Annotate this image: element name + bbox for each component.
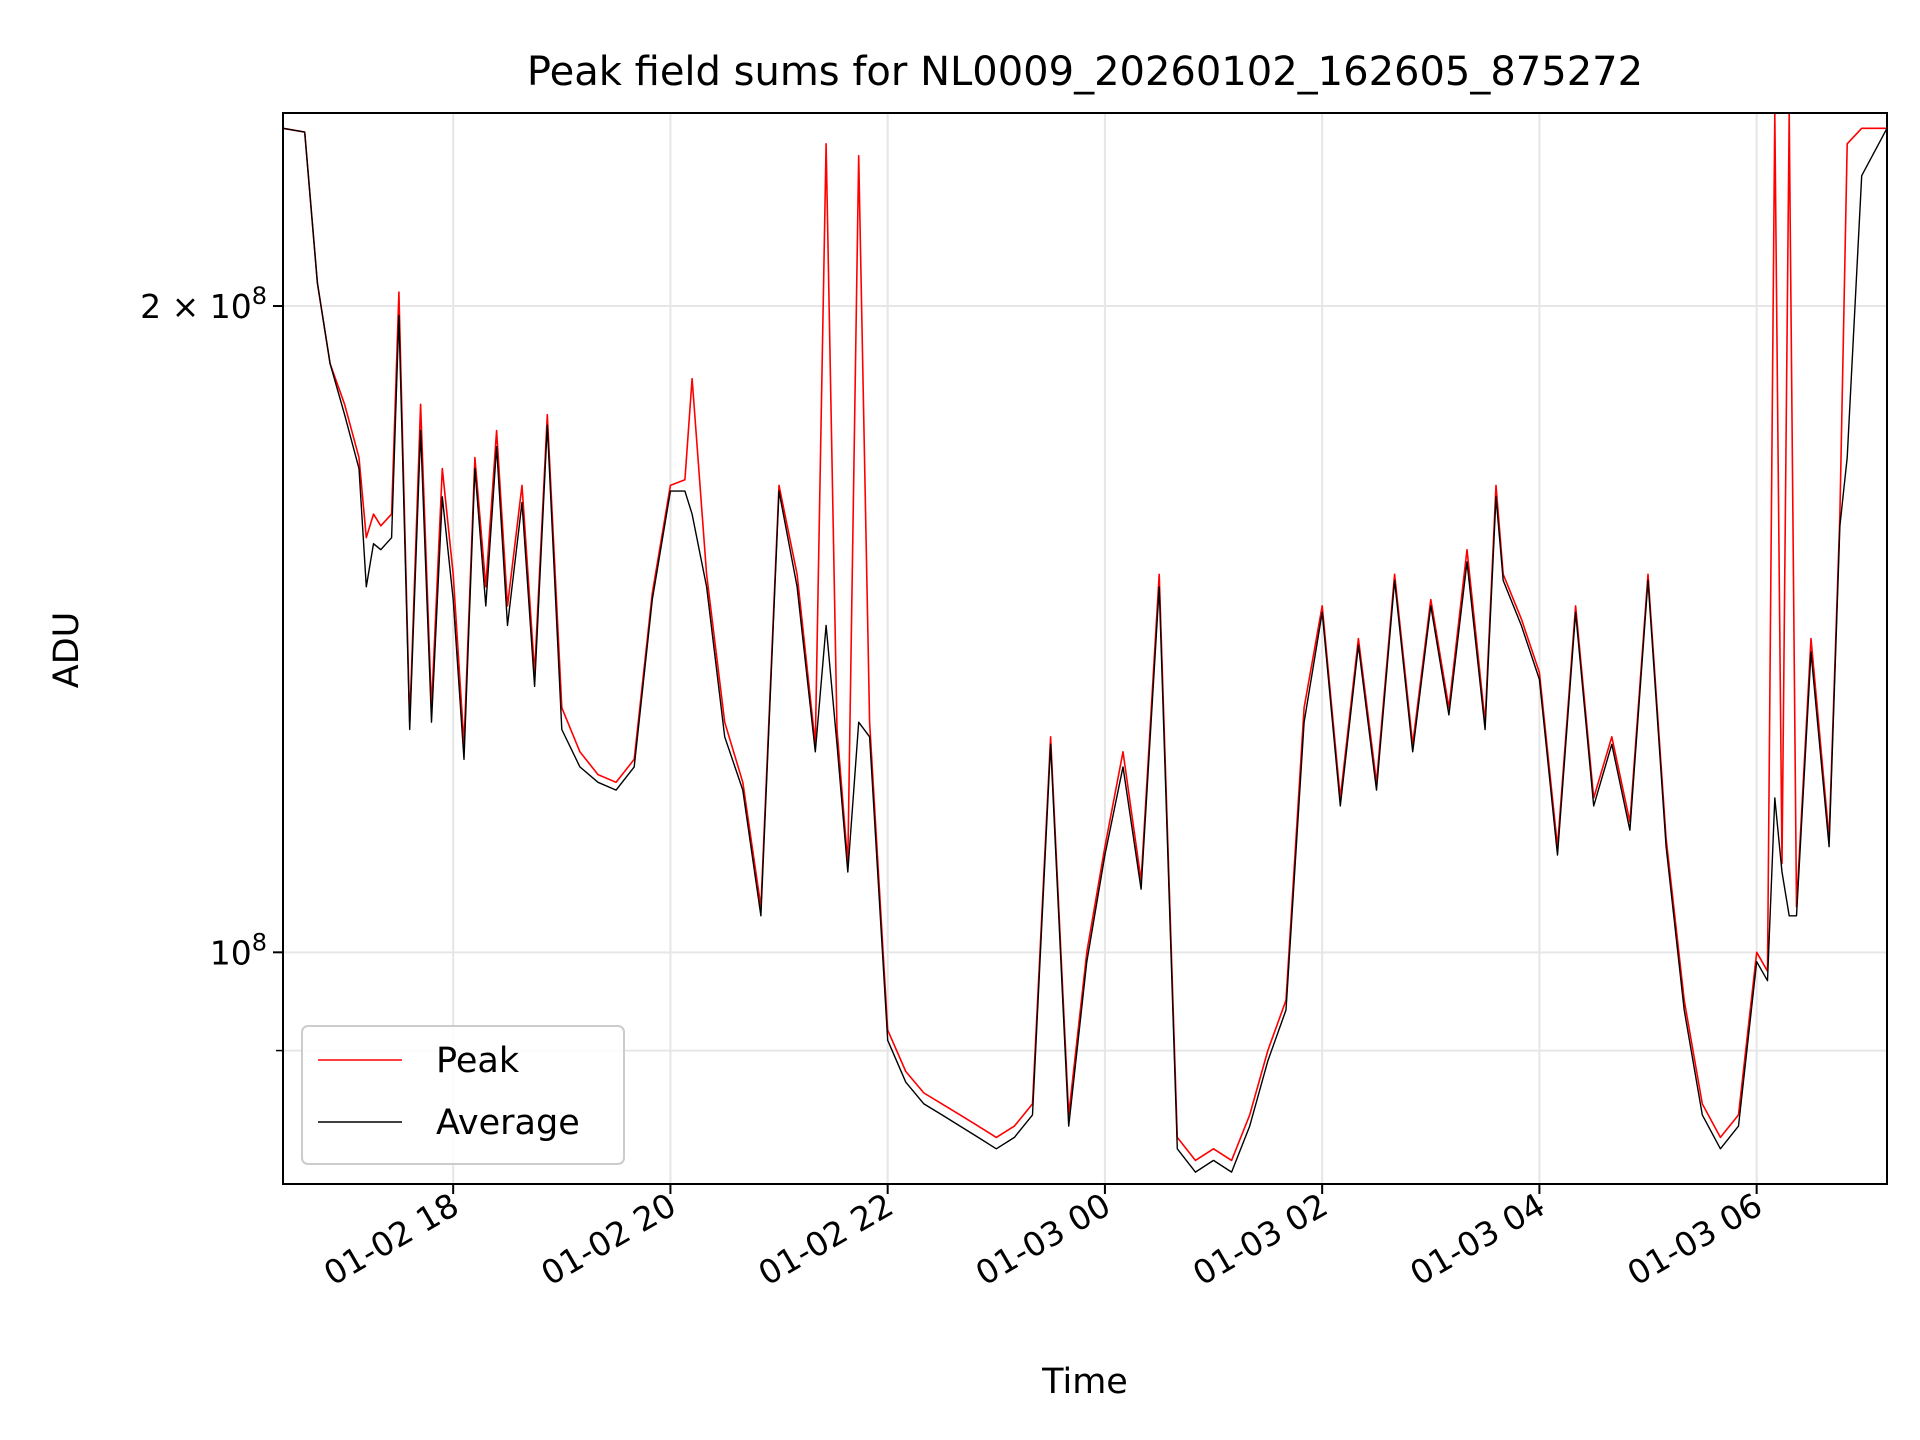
- y-axis-label: ADU: [47, 612, 87, 689]
- legend-average-label: Average: [436, 1103, 580, 1143]
- grid-lines: [283, 113, 1887, 1184]
- chart-title: Peak field sums for NL0009_20260102_1626…: [527, 49, 1643, 95]
- x-axis-label: Time: [1041, 1362, 1128, 1402]
- legend: Peak Average: [301, 1025, 625, 1165]
- series-line-average: [282, 127, 1888, 1173]
- legend-peak-label: Peak: [436, 1041, 520, 1081]
- y-tick-label: 2 × 108: [140, 282, 267, 326]
- y-tick-label: 108: [210, 928, 267, 972]
- y-axis: 108 2 × 108: [140, 282, 283, 1052]
- plot-frame: [282, 112, 1888, 1185]
- plot-area: [282, 112, 1888, 1173]
